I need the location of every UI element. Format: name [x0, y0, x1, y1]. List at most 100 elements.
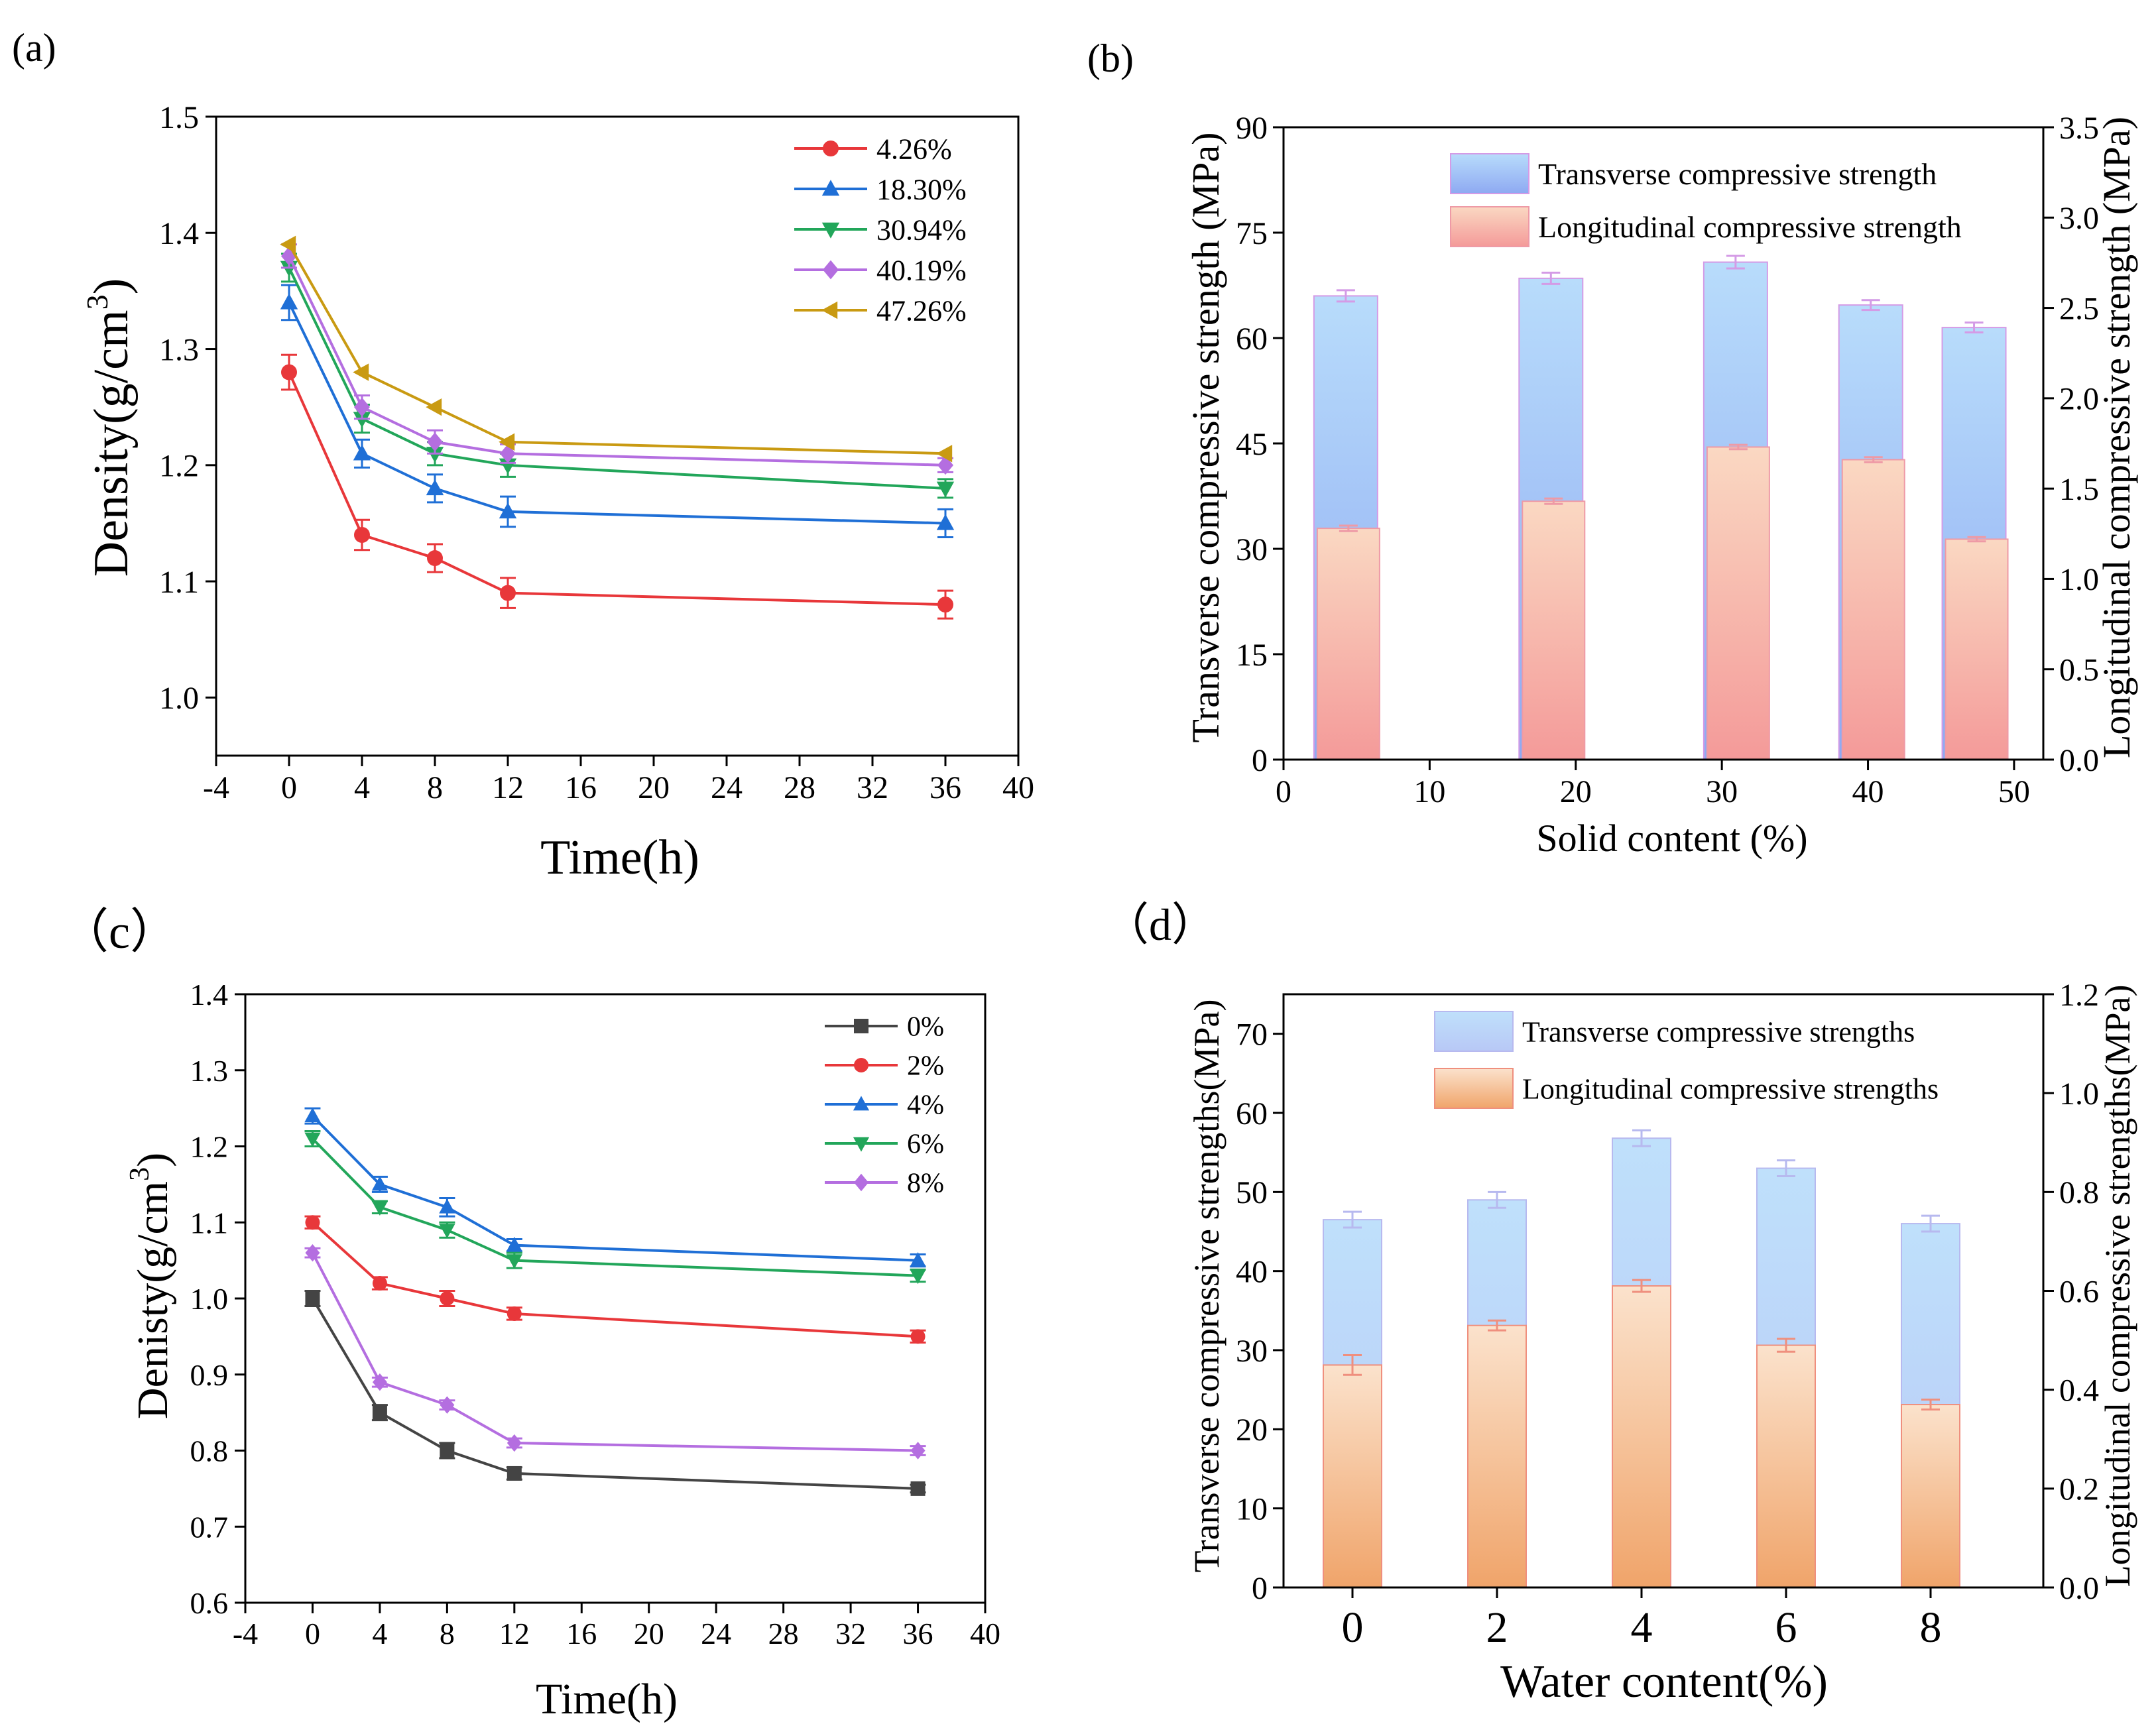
legend-label: 2% [907, 1051, 944, 1082]
data-point [506, 1254, 522, 1269]
panel-a-xlabel: Time(h) [540, 831, 699, 885]
panel-a-ylabel-text: Density(g/cm [84, 310, 139, 577]
data-point [280, 293, 298, 310]
x-tick-label: 4 [354, 770, 370, 805]
x-tick-label: 20 [638, 770, 670, 805]
x-tick-label: 20 [1560, 774, 1592, 809]
data-point [281, 246, 297, 266]
y-right-tick-label: 3.5 [2059, 111, 2099, 146]
legend-marker [823, 260, 839, 280]
data-point [304, 1107, 321, 1122]
x-tick-label: 8 [440, 1617, 455, 1650]
y-tick-label: 1.0 [159, 681, 199, 716]
x-tick-label: 32 [835, 1617, 866, 1650]
legend-item-0%: 0% [825, 1012, 944, 1043]
legend-item-0: Transverse compressive strengths [1434, 1011, 1915, 1052]
x-tick-label: 40 [1002, 770, 1034, 805]
x-tick-label: 24 [711, 770, 743, 805]
legend-label: 47.26% [876, 294, 967, 327]
y-right-tick-label: 1.5 [2059, 472, 2099, 507]
bar-longitudinal [1756, 1344, 1816, 1588]
legend-label: 40.19% [876, 254, 967, 286]
bar-longitudinal [1612, 1285, 1671, 1588]
x-tick-label: 2 [1486, 1603, 1508, 1652]
y-right-tick-label: 0.2 [2059, 1472, 2099, 1507]
data-point [439, 1224, 455, 1239]
data-point [372, 1276, 387, 1291]
series-6% [304, 1130, 926, 1285]
x-tick-label: 20 [634, 1617, 664, 1650]
panel-d-ylabel-left: Transverse compressive strengths(MPa) [1187, 1000, 1227, 1573]
bar-longitudinal [1841, 459, 1905, 760]
legend-item-18.30%: 18.30% [794, 173, 967, 205]
panel-b-ylabel-right: Longitudinal compressive strength (MPa) [2095, 117, 2138, 758]
y-tick-label: 0.7 [190, 1510, 229, 1544]
legend-label: 30.94% [876, 213, 967, 246]
y-left-tick-label: 40 [1236, 1254, 1268, 1289]
legend-label: 0% [907, 1012, 944, 1043]
bar-longitudinal [1706, 446, 1770, 760]
legend-swatch [1434, 1068, 1514, 1109]
panel-c-ylabel-close: ) [129, 1153, 177, 1167]
y-right-tick-label: 3.0 [2059, 201, 2099, 236]
panel-b-plot: 0 15 30 45 60 75 90 0.0 0.5 1.0 1.5 2.0 2.5 3.0 3.5 0 10… [1236, 111, 2099, 809]
legend-label: Transverse compressive strength [1538, 157, 1937, 191]
y-left-tick-label: 60 [1236, 1096, 1268, 1131]
data-point [937, 597, 953, 613]
data-point [936, 514, 955, 530]
bar-longitudinal [1901, 1404, 1960, 1589]
y-right-tick-label: 0.6 [2059, 1274, 2099, 1309]
data-point [281, 364, 297, 380]
data-point [439, 1198, 455, 1214]
x-tick-label: -4 [233, 1617, 258, 1650]
x-tick-label: 0 [281, 770, 297, 805]
legend-label: 6% [907, 1129, 944, 1160]
panel-d-ylabel-right: Longitudinal compressive strengths(MPa) [2098, 985, 2137, 1587]
data-point [507, 1306, 522, 1321]
y-left-tick-label: 30 [1236, 532, 1268, 567]
plot-frame [244, 993, 987, 1604]
y-left-tick-label: 0 [1252, 743, 1268, 778]
x-tick-label: 12 [499, 1617, 530, 1650]
plot-frame [215, 115, 1020, 757]
y-left-tick-label: 30 [1236, 1334, 1268, 1369]
series-4.26% [281, 353, 953, 620]
x-tick-label: 4 [1631, 1603, 1653, 1652]
x-tick-label: 40 [1852, 774, 1884, 809]
legend-item-4.26%: 4.26% [794, 133, 952, 165]
y-left-tick-label: 10 [1236, 1491, 1268, 1526]
legend-marker [854, 1173, 868, 1192]
panel-c-ylabel: Denisty(g/cm3) [125, 1153, 177, 1419]
panel-b-xlabel: Solid content (%) [1536, 817, 1807, 860]
legend-swatch [1450, 206, 1529, 247]
panel-a-ylabel-sup: 3 [80, 294, 114, 310]
x-tick-label: 12 [492, 770, 524, 805]
bar-longitudinal [1522, 500, 1586, 760]
y-tick-label: 0.8 [190, 1434, 229, 1468]
panel-b-label: (b) [1087, 36, 1134, 80]
y-left-tick-label: 50 [1236, 1175, 1268, 1210]
series-30.94% [280, 253, 955, 499]
series-8% [304, 1243, 926, 1460]
series-line [311, 1252, 918, 1452]
y-tick-label: 1.4 [159, 216, 199, 251]
x-tick-label: 0 [305, 1617, 320, 1650]
data-point [372, 1405, 387, 1420]
data-point [440, 1291, 455, 1306]
y-right-tick-label: 1.0 [2059, 1076, 2099, 1112]
panel-c-xlabel: Time(h) [536, 1675, 678, 1723]
data-point [440, 1396, 455, 1414]
y-tick-label: 1.3 [159, 332, 199, 367]
legend-swatch [1450, 153, 1529, 194]
bar-longitudinal [1467, 1324, 1527, 1589]
y-tick-label: 1.1 [159, 565, 199, 600]
y-left-tick-label: 60 [1236, 321, 1268, 357]
x-tick-label: 40 [970, 1617, 1000, 1650]
x-tick-label: 28 [768, 1617, 799, 1650]
data-point [500, 585, 516, 601]
legend-swatch [1434, 1011, 1514, 1052]
x-tick-label: 28 [784, 770, 815, 805]
series-line [311, 1297, 918, 1490]
x-tick-label: 30 [1706, 774, 1738, 809]
